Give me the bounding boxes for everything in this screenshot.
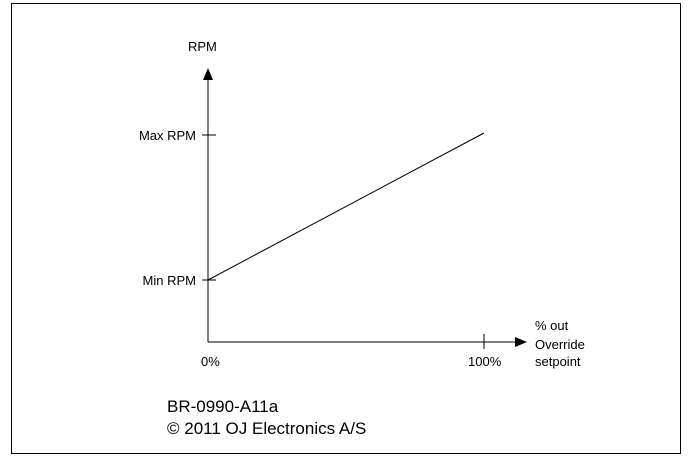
x-tick-label-100: 100% (468, 354, 502, 369)
x-tick-label-0: 0% (201, 354, 220, 369)
y-tick-label-max: Max RPM (139, 128, 196, 143)
frame-border (11, 3, 681, 454)
series-line (207, 132, 485, 281)
figure-code: BR-0990-A11a (167, 397, 279, 416)
x-axis-arrow (515, 337, 527, 347)
x-axis-label-line1: % out (535, 318, 569, 333)
y-axis-arrow (203, 68, 213, 80)
x-axis-label-line2: Override (535, 337, 585, 352)
copyright-text: © 2011 OJ Electronics A/S (167, 419, 366, 438)
y-tick-label-min: Min RPM (143, 273, 196, 288)
y-axis-label: RPM (188, 39, 217, 54)
x-axis-label-line3: setpoint (535, 354, 581, 369)
